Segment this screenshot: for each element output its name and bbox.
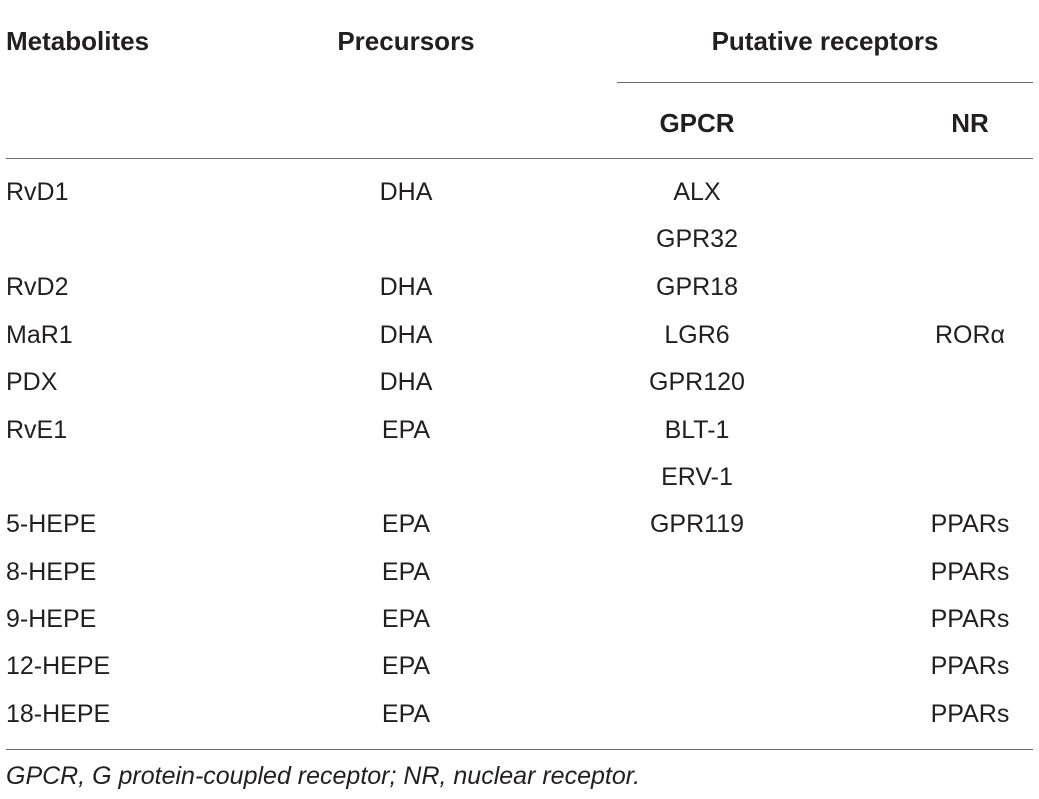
table-bottom-rule — [6, 749, 1033, 750]
precursor-cell: EPA — [381, 652, 431, 680]
table-footnote: GPCR, G protein-coupled receptor; NR, nu… — [6, 762, 641, 790]
gpcr-cell: GPR119 — [649, 510, 745, 538]
header-nr: NR — [951, 108, 989, 138]
gpcr-cell: BLT-1 — [664, 416, 730, 444]
metabolite-cell: RvD2 — [6, 273, 69, 301]
gpcr-cell: GPR32 — [656, 225, 738, 253]
metabolite-cell: MaR1 — [6, 321, 73, 349]
precursor-cell: DHA — [379, 273, 433, 301]
metabolite-cell: RvE1 — [6, 416, 68, 444]
nr-cell: PPARs — [930, 700, 1010, 728]
nr-cell: PPARs — [930, 558, 1010, 586]
header-group-rule — [617, 82, 1033, 83]
metabolite-cell: 5-HEPE — [6, 510, 97, 538]
nr-cell: PPARs — [930, 510, 1010, 538]
nr-cell: RORα — [934, 321, 1005, 349]
metabolite-cell: PDX — [6, 368, 58, 396]
nr-cell: PPARs — [930, 652, 1010, 680]
precursor-cell: EPA — [381, 510, 431, 538]
precursor-cell: DHA — [379, 178, 433, 206]
header-metabolites: Metabolites — [6, 26, 150, 56]
precursor-cell: DHA — [379, 321, 433, 349]
precursor-cell: EPA — [381, 416, 431, 444]
metabolite-cell: 9-HEPE — [6, 605, 97, 633]
header-bottom-rule — [6, 158, 1033, 159]
metabolite-cell: RvD1 — [6, 178, 69, 206]
header-gpcr: GPCR — [659, 108, 735, 138]
precursor-cell: EPA — [381, 558, 431, 586]
precursor-cell: EPA — [381, 605, 431, 633]
metabolite-cell: 18-HEPE — [6, 700, 111, 728]
metabolite-cell: 8-HEPE — [6, 558, 97, 586]
gpcr-cell: ERV-1 — [661, 463, 733, 491]
gpcr-cell: GPR18 — [656, 273, 738, 301]
precursor-cell: EPA — [381, 700, 431, 728]
header-precursors: Precursors — [337, 26, 475, 56]
nr-cell: PPARs — [930, 605, 1010, 633]
gpcr-cell: ALX — [673, 178, 721, 206]
gpcr-cell: GPR120 — [649, 368, 745, 396]
gpcr-cell: LGR6 — [664, 321, 730, 349]
precursor-cell: DHA — [379, 368, 433, 396]
metabolite-cell: 12-HEPE — [6, 652, 111, 680]
header-putative-receptors: Putative receptors — [711, 26, 939, 56]
